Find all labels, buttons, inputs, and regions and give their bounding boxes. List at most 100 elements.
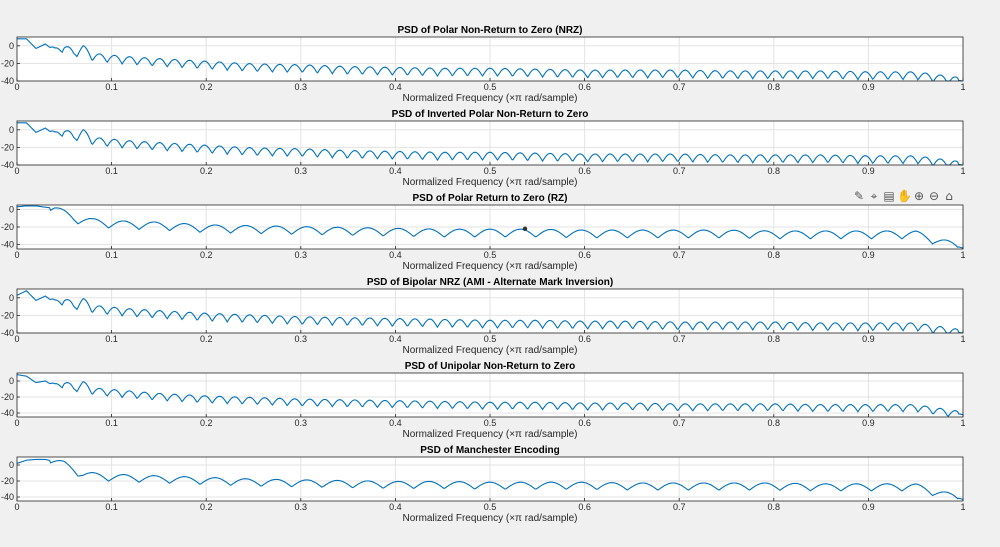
y-tick-label: 0 (9, 293, 14, 303)
x-tick-label: 0.7 (673, 502, 686, 512)
x-tick-label: 0.7 (673, 82, 686, 92)
x-tick-label: 0.5 (484, 250, 497, 260)
y-tick-label: -40 (1, 240, 14, 250)
x-tick-label: 1 (960, 250, 965, 260)
x-tick-label: 0.6 (578, 82, 591, 92)
x-tick-label: 0.3 (295, 418, 308, 428)
x-tick-label: 0.3 (295, 166, 308, 176)
x-tick-label: 0 (14, 166, 19, 176)
x-tick-label: 0.8 (768, 502, 781, 512)
y-tick-label: -20 (1, 310, 14, 320)
chart-title: PSD of Polar Non-Return to Zero (NRZ) (398, 25, 583, 36)
x-tick-label: 0.4 (389, 502, 402, 512)
x-tick-label: 0.1 (105, 502, 118, 512)
x-tick-label: 0.4 (389, 334, 402, 344)
data-marker (522, 226, 528, 231)
x-tick-label: 0.6 (578, 334, 591, 344)
axes-toolbar: ✎ ⌖ ▤ ✋ ⊕ ⊖ ⌂ (852, 187, 964, 205)
chart-title: PSD of Unipolar Non-Return to Zero (405, 361, 576, 372)
datatip-icon[interactable]: ⌖ (870, 189, 878, 203)
series-line (16, 458, 964, 500)
x-tick-label: 0.1 (105, 82, 118, 92)
x-tick-label: 0 (14, 82, 19, 92)
x-tick-label: 0.9 (862, 334, 875, 344)
x-tick-label: 0.6 (578, 418, 591, 428)
x-tick-label: 1 (960, 418, 965, 428)
x-tick-label: 0.8 (768, 418, 781, 428)
x-tick-label: 0.9 (862, 418, 875, 428)
zoom-in-icon[interactable]: ⊕ (913, 189, 925, 203)
x-tick-label: 0.4 (389, 166, 402, 176)
x-tick-label: 0.2 (200, 418, 213, 428)
x-tick-label: 0.9 (862, 166, 875, 176)
subplot-4: 0 0.1 0.2 0.3 0.4 0.5 0.6 0.7 0.8 0.9 1 0 -20 -40 PSD … (1, 277, 966, 356)
zoom-out-icon[interactable]: ⊖ (928, 189, 940, 203)
series-line (17, 122, 964, 166)
x-tick-label: 0.2 (200, 250, 213, 260)
x-axis-label: Normalized Frequency (×π rad/sample) (402, 261, 577, 272)
x-tick-label: 0.3 (295, 334, 308, 344)
x-tick-label: 0.7 (673, 334, 686, 344)
y-tick-label: 0 (9, 460, 14, 470)
chart-title: PSD of Manchester Encoding (420, 445, 559, 456)
save-icon[interactable]: ▤ (883, 189, 895, 203)
y-tick-label: -40 (1, 76, 14, 86)
x-tick-label: 1 (960, 502, 965, 512)
x-axis-label: Normalized Frequency (×π rad/sample) (402, 345, 577, 356)
brush-icon[interactable]: ✎ (853, 189, 865, 203)
home-icon[interactable]: ⌂ (945, 189, 953, 203)
x-tick-label: 0.8 (768, 250, 781, 260)
x-tick-label: 0.5 (484, 418, 497, 428)
y-tick-label: -40 (1, 408, 14, 418)
x-tick-label: 0.1 (105, 250, 118, 260)
x-axis-label: Normalized Frequency (×π rad/sample) (402, 513, 577, 524)
y-tick-label: -40 (1, 160, 14, 170)
x-tick-label: 0.1 (105, 334, 118, 344)
x-tick-label: 0 (14, 502, 19, 512)
x-tick-label: 0.1 (105, 418, 118, 428)
y-tick-label: -40 (1, 492, 14, 502)
x-tick-label: 0.7 (673, 250, 686, 260)
x-tick-label: 0.4 (389, 82, 402, 92)
x-tick-label: 0.8 (768, 166, 781, 176)
x-tick-label: 0.2 (200, 334, 213, 344)
y-tick-label: 0 (9, 125, 14, 135)
series-line (17, 38, 964, 82)
x-tick-label: 0.3 (295, 82, 308, 92)
x-tick-label: 0.7 (673, 166, 686, 176)
y-tick-label: -20 (1, 58, 14, 68)
x-tick-label: 0.3 (295, 502, 308, 512)
chart-title: PSD of Polar Return to Zero (RZ) (413, 193, 568, 204)
series-line (16, 374, 964, 418)
x-tick-label: 0.5 (484, 502, 497, 512)
x-tick-label: 0.9 (862, 250, 875, 260)
x-tick-label: 0 (14, 334, 19, 344)
x-tick-label: 0.3 (295, 250, 308, 260)
y-tick-label: -20 (1, 476, 14, 486)
x-tick-label: 0.6 (578, 502, 591, 512)
x-axis-label: Normalized Frequency (×π rad/sample) (402, 429, 577, 440)
x-tick-label: 0.2 (200, 502, 213, 512)
chart-title: PSD of Bipolar NRZ (AMI - Alternate Mark… (367, 277, 613, 288)
y-tick-label: 0 (9, 41, 14, 51)
series-line (16, 290, 964, 334)
x-tick-label: 0.9 (862, 82, 875, 92)
x-tick-label: 0.5 (484, 166, 497, 176)
y-tick-label: 0 (9, 204, 14, 214)
y-tick-label: 0 (9, 376, 14, 386)
x-tick-label: 0.1 (105, 166, 118, 176)
pan-icon[interactable]: ✋ (897, 189, 912, 203)
x-tick-label: 1 (960, 166, 965, 176)
x-tick-label: 1 (960, 334, 965, 344)
y-tick-label: -20 (1, 142, 14, 152)
x-tick-label: 0.2 (200, 82, 213, 92)
x-tick-label: 1 (960, 82, 965, 92)
series-line (16, 205, 964, 249)
x-tick-label: 0.5 (484, 82, 497, 92)
x-tick-label: 0.4 (389, 418, 402, 428)
subplot-2: 0 0.1 0.2 0.3 0.4 0.5 0.6 0.7 0.8 0.9 1 0 -20 -40 PSD … (1, 109, 966, 188)
x-axis-label: Normalized Frequency (×π rad/sample) (402, 93, 577, 104)
x-axis-label: Normalized Frequency (×π rad/sample) (402, 177, 577, 188)
y-tick-label: -20 (1, 392, 14, 402)
